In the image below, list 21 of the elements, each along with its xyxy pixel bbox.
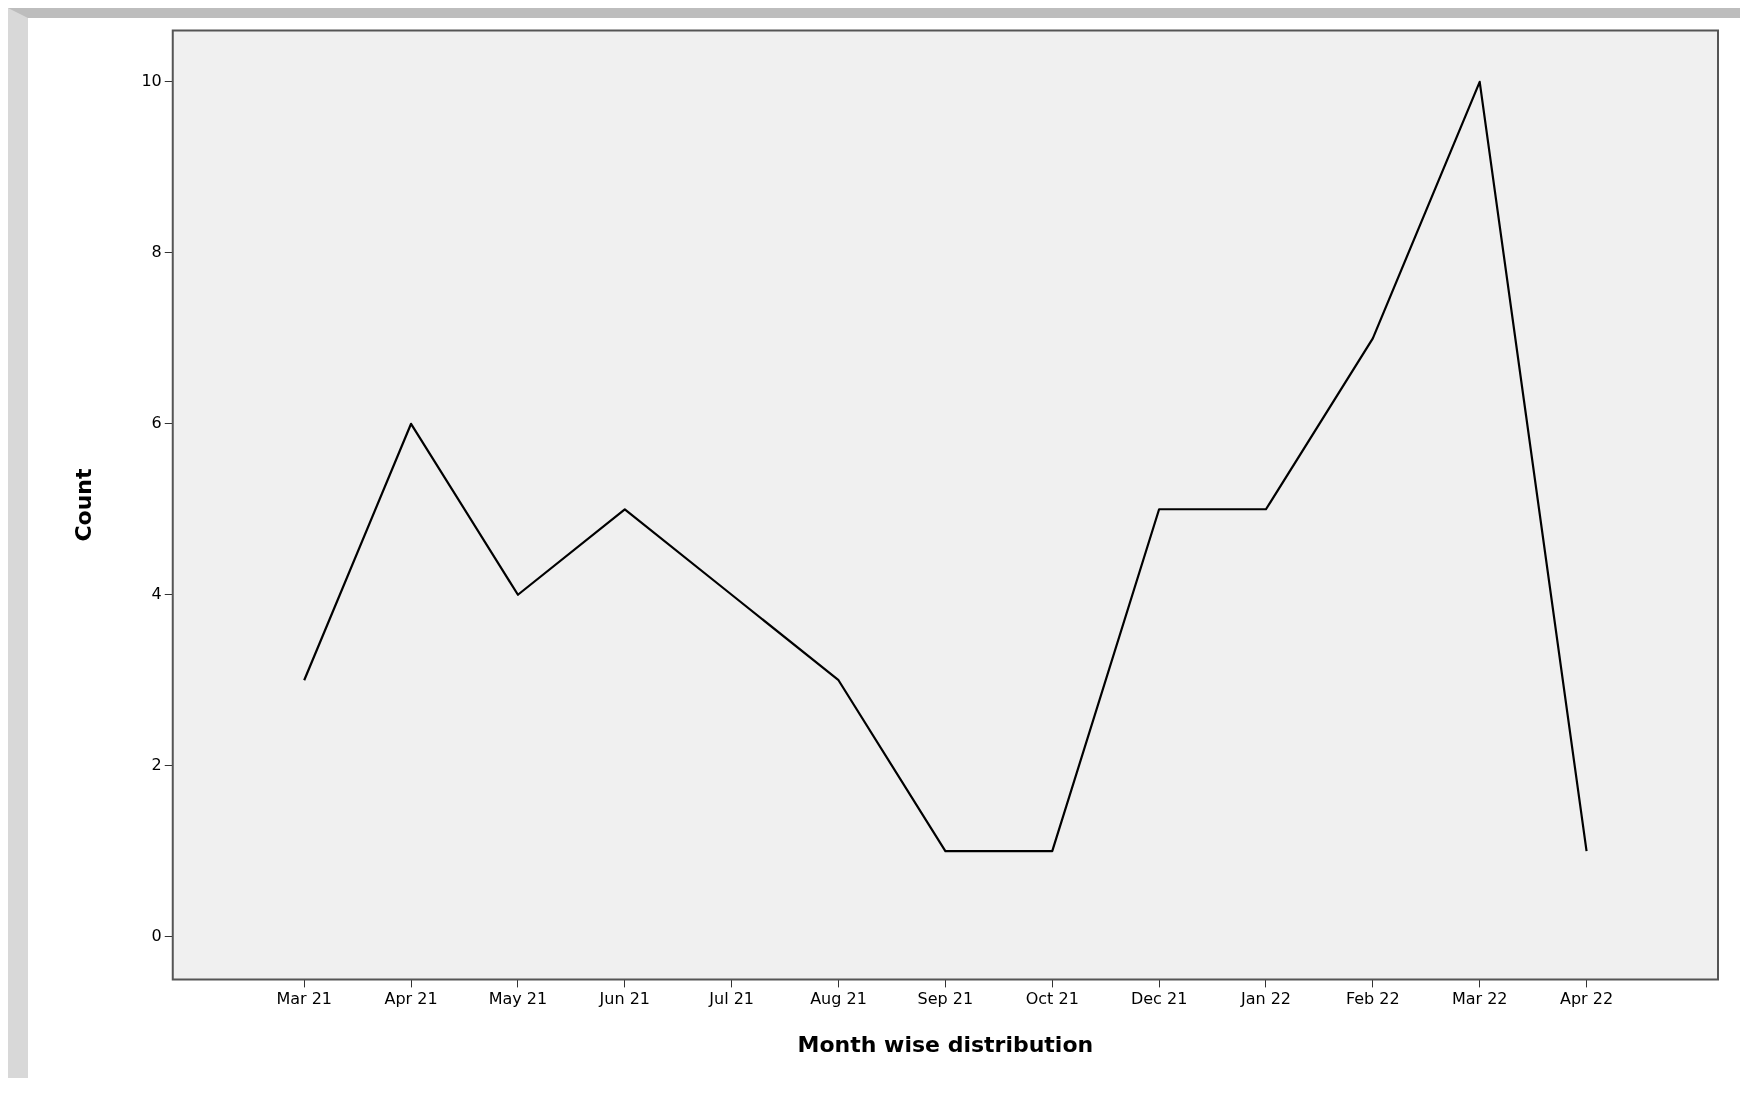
y-tick-label: 10 [141,71,162,91]
x-tick-label: Apr 22 [1560,989,1614,1009]
x-tick-label: Aug 21 [810,989,867,1009]
x-tick-label: Mar 22 [1451,989,1508,1009]
y-tick-label: 8 [151,242,162,261]
x-tick-label: Mar 21 [276,989,333,1009]
x-tick-label: May 21 [488,989,548,1009]
y-tick-label: 6 [151,412,162,432]
x-tick-label: Jul 21 [708,989,755,1009]
x-tick-label: Feb 22 [1345,989,1400,1009]
x-tick-label: Sep 21 [917,989,974,1009]
y-axis-title: Count [70,467,96,542]
x-tick-label: Apr 21 [384,989,438,1009]
x-tick-label: Dec 21 [1130,989,1188,1009]
x-tick-label: Jun 21 [598,989,651,1009]
x-tick-label: Oct 21 [1025,989,1079,1009]
x-tick-label: Jan 22 [1239,989,1292,1009]
y-tick-label: 4 [151,583,162,603]
x-axis-title: Month wise distribution [797,1031,1094,1057]
y-tick-label: 2 [151,754,162,774]
y-tick-label: 0 [151,925,162,945]
